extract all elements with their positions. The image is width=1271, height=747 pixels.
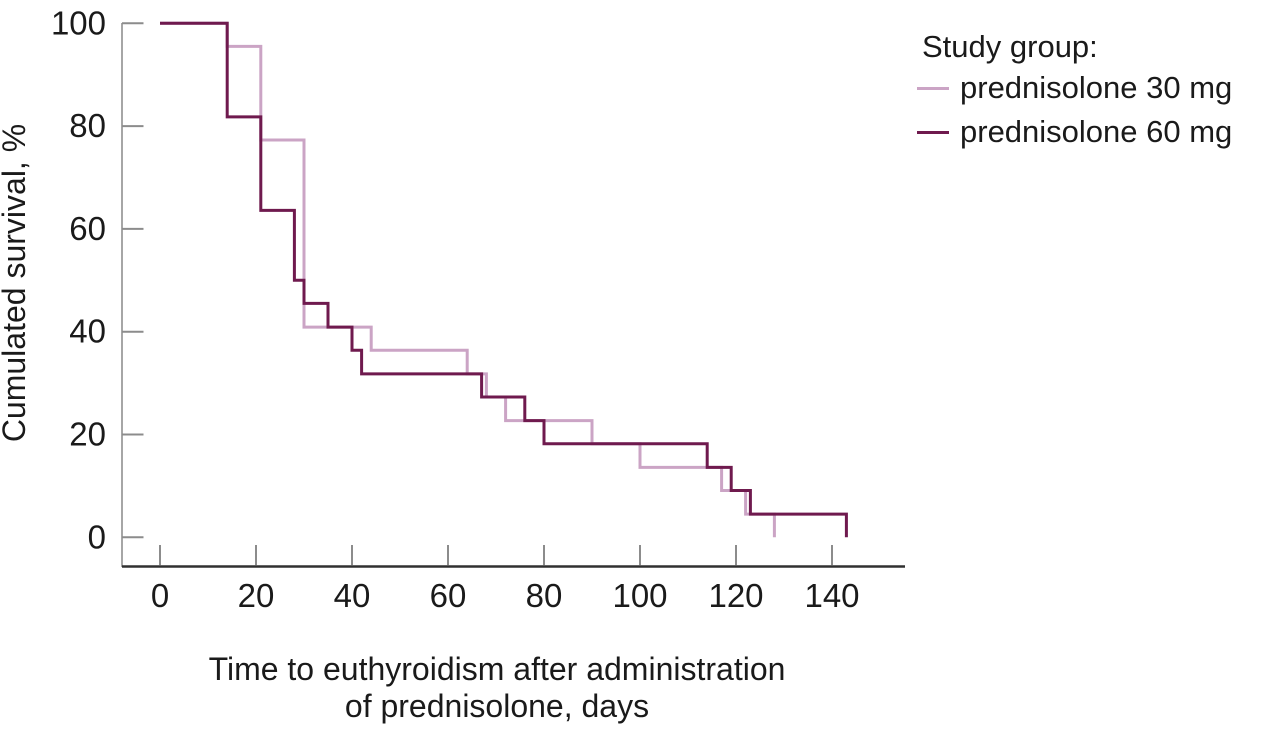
x-tick-label: 60 (430, 577, 467, 614)
y-tick-label: 80 (69, 107, 106, 144)
y-tick-label: 40 (69, 313, 106, 350)
series-path-prednisolone-60-mg (160, 21, 848, 538)
series-group (160, 21, 848, 538)
x-tick-label: 140 (804, 577, 859, 614)
series-path-prednisolone-30-mg (160, 21, 776, 538)
y-tick-label: 0 (88, 518, 106, 555)
x-axis-title-line-1: Time to euthyroidism after administratio… (209, 651, 786, 687)
x-tick-label: 40 (334, 577, 371, 614)
legend: Study group: prednisolone 30 mg predniso… (917, 29, 1232, 149)
legend-label-60mg: prednisolone 60 mg (960, 114, 1232, 149)
x-tick-label: 80 (526, 577, 563, 614)
x-tick-label: 120 (708, 577, 763, 614)
y-tick-label: 60 (69, 210, 106, 247)
x-axis-title-line-2: of prednisolone, days (345, 688, 649, 724)
x-tick-label: 0 (151, 577, 169, 614)
y-tick-label: 20 (69, 416, 106, 453)
y-axis-title: Cumulated survival, % (0, 124, 32, 442)
x-tick-label: 100 (612, 577, 667, 614)
legend-title: Study group: (922, 29, 1098, 64)
legend-label-30mg: prednisolone 30 mg (960, 70, 1232, 105)
axes-group: 0 20 40 60 80 100 120 140 0 20 40 60 80 100 (51, 4, 905, 614)
y-tick-label: 100 (51, 4, 106, 41)
x-tick-label: 20 (238, 577, 275, 614)
